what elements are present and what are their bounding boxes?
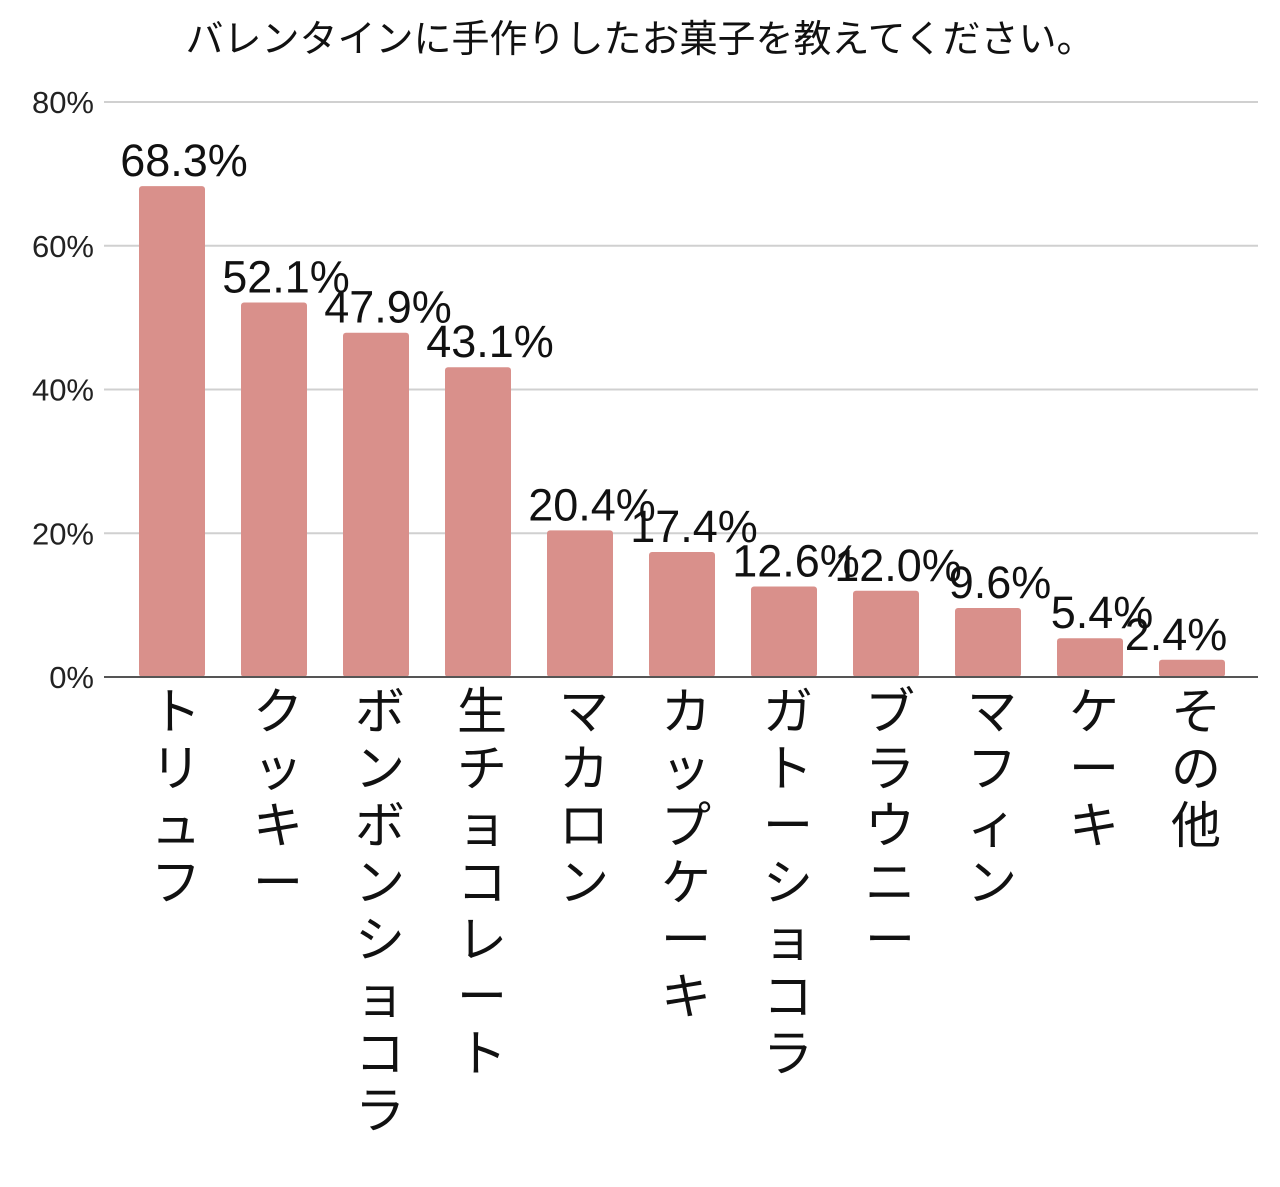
data-label: 68.3% — [120, 135, 248, 186]
y-tick-label: 0% — [49, 660, 94, 695]
data-label: 2.4% — [1125, 609, 1228, 660]
bar — [955, 608, 1021, 677]
data-label: 47.9% — [324, 282, 452, 333]
data-label: 5.4% — [1051, 587, 1154, 638]
x-category-label: 生チョコレート — [457, 683, 507, 1083]
x-category-label: マフィン — [967, 683, 1017, 912]
x-category-label: ボンボンショコラ — [355, 683, 405, 1140]
y-tick-label: 80% — [32, 85, 94, 120]
data-label: 9.6% — [949, 557, 1052, 608]
bar — [547, 530, 613, 677]
y-tick-label: 60% — [32, 229, 94, 264]
bar — [751, 586, 817, 677]
x-category-label: クッキー — [253, 683, 303, 912]
data-label: 20.4% — [528, 479, 656, 530]
data-labels: 68.3% 52.1%47.9%43.1% 20.4%17.4%12.6%12.0%… — [120, 135, 1227, 660]
y-axis-ticks: 0% 20% 40% 60% 80% — [32, 85, 94, 695]
bar — [241, 302, 307, 677]
x-category-label: トリュフ — [151, 683, 201, 912]
data-label: 52.1% — [222, 252, 350, 303]
bar — [853, 590, 919, 677]
x-category-label: カップケーキ — [661, 683, 711, 1026]
data-label: 12.6% — [732, 535, 860, 586]
x-category-label: ブラウニー — [865, 683, 915, 969]
bar — [1057, 638, 1123, 677]
bar — [343, 332, 409, 677]
bar — [445, 367, 511, 677]
x-category-label: ガトーショコラ — [763, 683, 813, 1083]
data-label: 12.0% — [834, 540, 962, 591]
x-category-label: その他 — [1171, 683, 1221, 855]
y-tick-label: 20% — [32, 516, 94, 551]
bars — [139, 186, 1225, 677]
chart-title: バレンタインに手作りしたお菓子を教えてください。 — [185, 17, 1095, 61]
x-category-label: マカロン — [559, 683, 609, 912]
bar — [139, 186, 205, 677]
bar — [649, 551, 715, 677]
data-label: 17.4% — [630, 501, 758, 552]
x-category-label: ケーキ — [1069, 683, 1119, 855]
y-tick-label: 40% — [32, 373, 94, 408]
bar — [1159, 659, 1225, 677]
data-label: 43.1% — [426, 316, 554, 367]
